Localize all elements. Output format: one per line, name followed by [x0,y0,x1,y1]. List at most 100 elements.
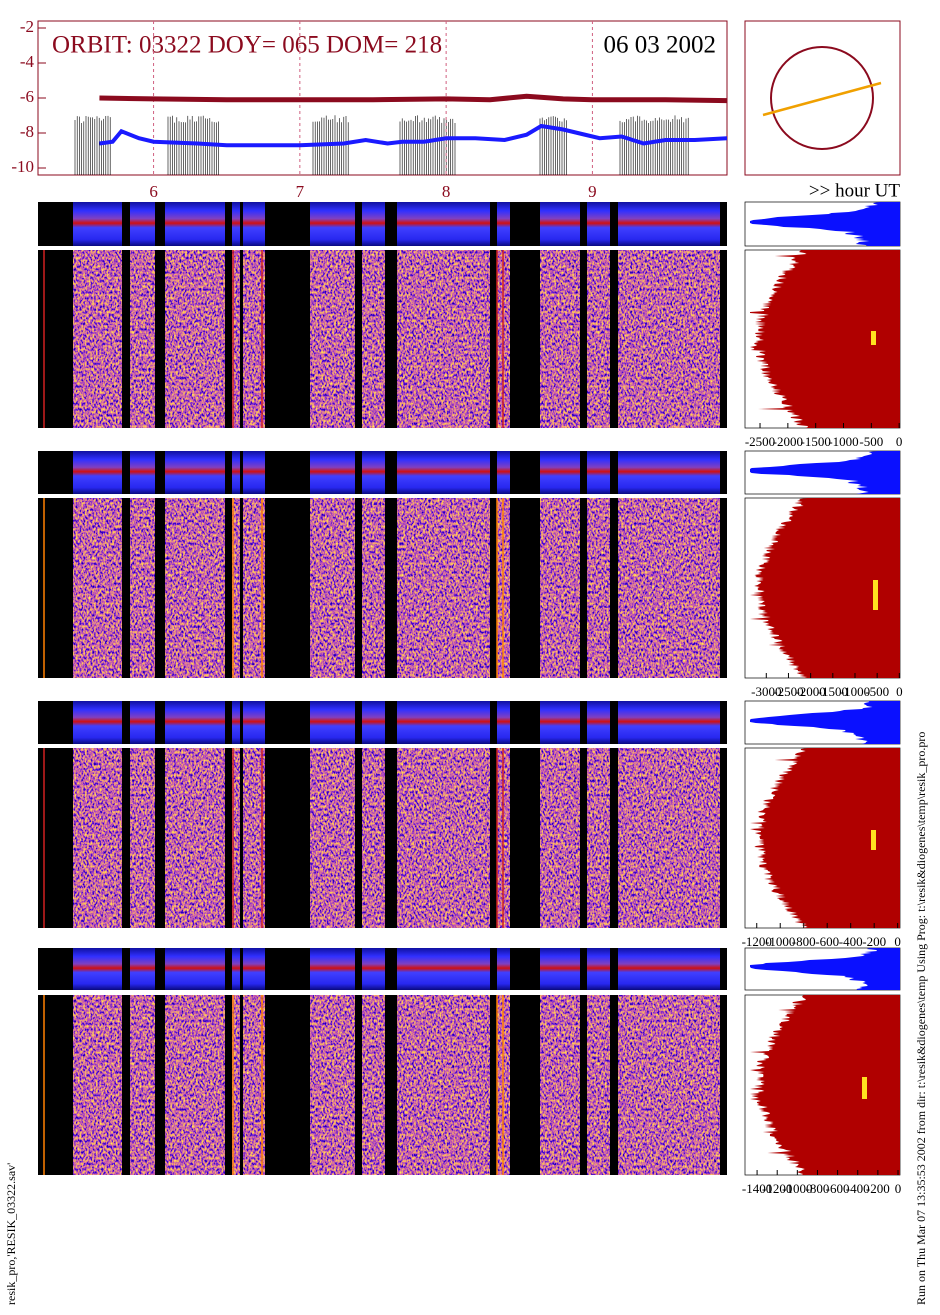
data-gap [240,202,243,246]
histogram-small [750,701,900,744]
data-gap [355,250,362,428]
data-gap [355,948,362,990]
data-gap [225,701,232,744]
spectrogram [38,748,727,928]
data-gap [510,995,540,1175]
spectrogram [38,498,727,678]
data-gap [580,995,587,1175]
x-tick-label: -800 [792,934,816,949]
data-gap [355,498,362,678]
x-tick-label: -2500 [773,684,803,699]
data-gap [240,701,243,744]
y-tick-label: -6 [20,87,34,106]
data-gap [265,748,310,928]
data-gap [510,701,540,744]
data-gap [385,948,397,990]
x-tick-label: -200 [866,1181,890,1196]
data-gap [720,250,727,428]
marker [862,1077,867,1099]
data-gap [122,202,130,246]
spectrogram [38,250,727,428]
data-gap [490,948,497,990]
data-gap [510,250,540,428]
x-tick-label: 6 [149,182,158,201]
data-gap [38,202,73,246]
x-tick-label: -1200 [742,934,772,949]
x-tick-label: -1500 [818,684,848,699]
spectrum-strip [38,701,727,744]
data-gap [355,748,362,928]
x-tick-label: -400 [846,1181,870,1196]
chart-title: ORBIT: 03322 DOY= 065 DOM= 218 [52,32,442,59]
y-tick-label: -8 [20,122,34,141]
spectrum-strip [38,451,727,494]
data-gap [610,202,618,246]
x-tick-label: -1000 [782,1181,812,1196]
x-tick-label: -600 [815,934,839,949]
data-gap [155,498,165,678]
time-series: -2 -4 -6 -8 -10 6 7 8 9 [11,17,728,201]
data-gap [265,202,310,246]
data-gap [155,948,165,990]
data-gap [155,748,165,928]
data-gap [510,498,540,678]
data-gap [265,451,310,494]
series-line [99,123,728,148]
data-gap [385,498,397,678]
data-gap [225,995,232,1175]
data-gap [265,498,310,678]
data-gap [385,995,397,1175]
data-gap [490,995,497,1175]
x-tick-label: -600 [826,1181,850,1196]
data-gap [580,748,587,928]
data-gap [720,701,727,744]
data-gap [610,748,618,928]
x-tick-label: 7 [296,182,305,201]
data-gap [355,202,362,246]
data-gap [240,250,243,428]
data-gap [225,250,232,428]
x-tick-label: -800 [806,1181,830,1196]
x-tick-label: -1200 [762,1181,792,1196]
data-gap [720,202,727,246]
data-gap [610,948,618,990]
footer-left: resik_pro,'RESIK_03322.sav' [4,1163,18,1305]
x-tick-label: -1000 [840,684,870,699]
series-line [99,93,728,104]
data-gap [38,451,73,494]
data-gap [265,250,310,428]
data-gap [510,451,540,494]
data-gap [510,948,540,990]
y-tick-label: -10 [11,157,34,176]
data-gap [225,498,232,678]
data-gap [580,250,587,428]
spectrum-strip [38,202,727,246]
x-tick-label: 0 [895,1181,902,1196]
data-gap [38,701,73,744]
data-gap [490,250,497,428]
data-gap [122,948,130,990]
x-tick-label: -400 [839,934,863,949]
marker [871,830,876,850]
data-gap [610,498,618,678]
x-tick-label: -3000 [751,684,781,699]
data-gap [720,948,727,990]
data-gap [490,498,497,678]
x-tick-label: -500 [859,434,883,449]
spectrogram [38,995,727,1175]
data-gap [580,701,587,744]
data-gap [240,995,243,1175]
data-gap [38,948,73,990]
data-gap [720,451,727,494]
x-tick-label: 0 [896,684,903,699]
data-gap [225,202,232,246]
data-gap [122,995,130,1175]
histogram-large [750,995,900,1175]
data-gap [720,748,727,928]
data-gap [122,451,130,494]
data-gap [355,701,362,744]
x-tick-label: -1500 [801,434,831,449]
y-tick-label: -4 [20,52,35,71]
footer-right: Run on Thu Mar 07 13:35:53 2002 from dir… [914,732,928,1305]
